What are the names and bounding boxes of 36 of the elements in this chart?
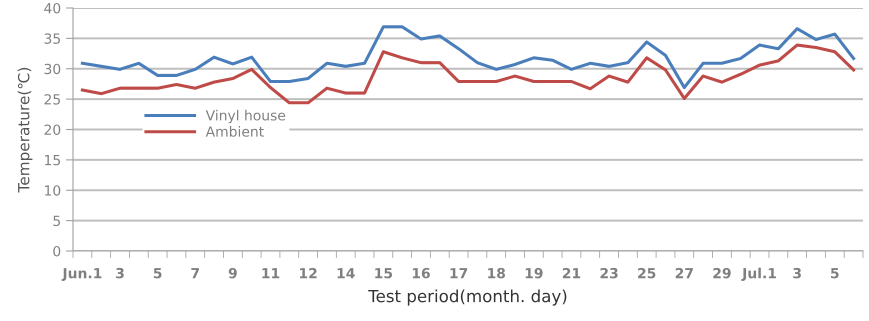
x-tick-label: 7 xyxy=(191,268,199,278)
x-tick-label: 25 xyxy=(638,268,656,278)
x-tick-label: 23 xyxy=(600,268,618,278)
line-series xyxy=(80,44,856,104)
legend-label: Ambient xyxy=(206,126,264,137)
x-tick-label: 27 xyxy=(676,268,693,278)
x-tick-label: 18 xyxy=(488,268,506,278)
y-tick-label: 0 xyxy=(53,246,60,256)
x-tick-label: 5 xyxy=(831,268,839,278)
x-tick-label: Jun.1 xyxy=(62,268,102,281)
x-tick-label: 11 xyxy=(262,268,280,278)
y-tick-label: 30 xyxy=(44,64,60,74)
x-tick-label: 21 xyxy=(562,268,580,278)
x-tick-label: 3 xyxy=(116,268,124,278)
x-tick-label: 5 xyxy=(154,268,162,278)
x-tick-label: Jul.1 xyxy=(741,268,776,281)
y-tick-label: 20 xyxy=(44,124,60,135)
x-tick-label: 19 xyxy=(526,268,543,278)
x-tick-label: 16 xyxy=(412,268,430,278)
line-series xyxy=(80,25,856,90)
x-tick-label: 12 xyxy=(300,268,317,278)
y-tick-label: 10 xyxy=(45,185,60,196)
x-tick-label: 3 xyxy=(793,268,801,278)
x-tick-label: 9 xyxy=(228,268,237,278)
y-tick-label: 25 xyxy=(44,94,60,105)
x-tick-label: 14 xyxy=(338,268,355,278)
y-tick-label: 40 xyxy=(44,2,60,14)
y-tick-label: 5 xyxy=(53,216,60,226)
y-tick-label: 15 xyxy=(45,155,60,166)
x-tick-label: 29 xyxy=(713,268,731,278)
y-axis-title: Temperature(℃) xyxy=(18,68,32,192)
x-tick-label: 15 xyxy=(375,268,392,278)
x-tick-label: 17 xyxy=(450,268,468,278)
x-axis-title: Test period(month. day) xyxy=(368,289,566,306)
legend-label: Vinyl house xyxy=(206,110,286,124)
y-tick-label: 35 xyxy=(44,33,60,44)
